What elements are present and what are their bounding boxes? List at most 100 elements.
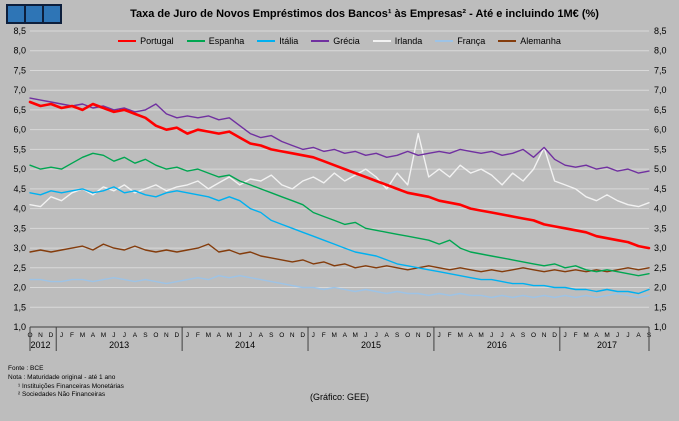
- month-label: F: [574, 332, 578, 339]
- y-axis-label-left: 5,5: [13, 144, 26, 154]
- month-label: F: [196, 332, 200, 339]
- source-note: Fonte : BCE: [8, 365, 44, 372]
- month-label: M: [101, 332, 106, 339]
- legend-swatch: [257, 39, 276, 43]
- y-axis-label-right: 6,5: [654, 105, 667, 115]
- month-label: J: [500, 332, 503, 339]
- year-label: 2015: [361, 340, 381, 350]
- month-label: D: [426, 332, 431, 339]
- y-axis-label-right: 7,0: [654, 85, 667, 95]
- month-label: M: [206, 332, 211, 339]
- y-axis-label-right: 4,5: [654, 184, 667, 194]
- month-label: A: [468, 332, 473, 339]
- month-label: M: [604, 332, 609, 339]
- year-label: 2012: [30, 340, 50, 350]
- y-axis-label-left: 7,0: [13, 85, 26, 95]
- credit-label: (Gráfico: GEE): [309, 392, 369, 402]
- month-label: O: [153, 332, 158, 339]
- month-label: J: [438, 332, 441, 339]
- y-axis-label-left: 3,5: [13, 223, 26, 233]
- month-label: J: [186, 332, 189, 339]
- month-label: A: [594, 332, 599, 339]
- month-label: O: [279, 332, 284, 339]
- y-axis-label-left: 5,0: [13, 164, 26, 174]
- chart-legend: Portugal Espanha Itália Grécia Irlanda França…: [30, 36, 649, 46]
- month-label: D: [175, 332, 180, 339]
- y-axis-label-right: 8,5: [654, 26, 667, 36]
- month-label: J: [490, 332, 493, 339]
- legend-item-itália: Itália: [257, 36, 298, 46]
- legend-label: Portugal: [140, 36, 174, 46]
- month-label: F: [448, 332, 452, 339]
- y-axis-label-right: 3,0: [654, 243, 667, 253]
- month-label: M: [332, 332, 337, 339]
- y-axis-label-left: 3,0: [13, 243, 26, 253]
- month-label: A: [133, 332, 138, 339]
- month-label: A: [510, 332, 515, 339]
- legend-item-portugal: Portugal: [118, 36, 174, 46]
- month-label: J: [112, 332, 115, 339]
- month-label: M: [80, 332, 85, 339]
- legend-item-grécia: Grécia: [311, 36, 360, 46]
- y-axis-label-right: 1,0: [654, 322, 667, 332]
- month-label: J: [238, 332, 241, 339]
- y-axis-label-left: 7,5: [13, 65, 26, 75]
- month-label: F: [322, 332, 326, 339]
- y-axis-label-right: 5,0: [654, 164, 667, 174]
- series-line-alemanha: [29, 243, 650, 273]
- month-label: S: [269, 332, 274, 339]
- month-label: M: [457, 332, 462, 339]
- month-label: F: [70, 332, 74, 339]
- legend-swatch: [372, 39, 391, 43]
- month-label: M: [583, 332, 588, 339]
- month-label: S: [521, 332, 526, 339]
- y-axis-label-right: 3,5: [654, 223, 667, 233]
- month-label: A: [217, 332, 222, 339]
- y-axis-label-right: 6,0: [654, 125, 667, 135]
- month-label: A: [259, 332, 264, 339]
- y-axis-label-left: 4,0: [13, 204, 26, 214]
- y-axis-label-right: 1,5: [654, 302, 667, 312]
- line-chart: 1,0 1,0 1,5 1,5 2,0 2,0 2,5 2,5 3,0 3,0 3,5 3,5 4,0 4…: [13, 26, 667, 351]
- month-label: A: [91, 332, 96, 339]
- series-line-itália: [29, 186, 650, 295]
- y-axis-label-right: 2,5: [654, 263, 667, 273]
- legend-swatch: [118, 39, 137, 43]
- y-axis-label-left: 8,5: [13, 26, 26, 36]
- month-label: S: [395, 332, 400, 339]
- y-axis-label-left: 8,0: [13, 46, 26, 56]
- month-label: M: [478, 332, 483, 339]
- month-label: A: [343, 332, 348, 339]
- month-label: A: [385, 332, 390, 339]
- month-label: A: [636, 332, 641, 339]
- y-axis-label-left: 6,0: [13, 125, 26, 135]
- month-label: J: [375, 332, 378, 339]
- month-label: J: [626, 332, 629, 339]
- month-label: O: [531, 332, 536, 339]
- month-label: M: [227, 332, 232, 339]
- month-label: N: [38, 332, 43, 339]
- y-axis-label-left: 4,5: [13, 184, 26, 194]
- footnote-1: ¹ Instituições Financeiras Monetárias: [18, 382, 124, 390]
- legend-label: Espanha: [208, 36, 245, 46]
- footnote-2: ² Sociedades Não Financeiras: [18, 391, 106, 399]
- y-axis-label-right: 8,0: [654, 46, 667, 56]
- legend-item-espanha: Espanha: [186, 36, 245, 46]
- series-line-frança: [29, 275, 650, 299]
- year-label: 2013: [109, 340, 129, 350]
- legend-item-frança: França: [435, 36, 485, 46]
- y-axis-label-left: 1,5: [13, 302, 26, 312]
- legend-label: Grécia: [333, 36, 360, 46]
- y-axis-label-left: 2,5: [13, 263, 26, 273]
- year-label: 2014: [235, 340, 255, 350]
- y-axis-label-right: 5,5: [654, 144, 667, 154]
- legend-label: Itália: [279, 36, 299, 46]
- month-label: N: [416, 332, 421, 339]
- y-axis-label-left: 1,0: [13, 322, 26, 332]
- y-axis-label-right: 4,0: [654, 204, 667, 214]
- legend-label: França: [457, 36, 486, 46]
- series-line-grécia: [29, 97, 650, 174]
- year-label: 2017: [597, 340, 617, 350]
- legend-label: Irlanda: [394, 36, 423, 46]
